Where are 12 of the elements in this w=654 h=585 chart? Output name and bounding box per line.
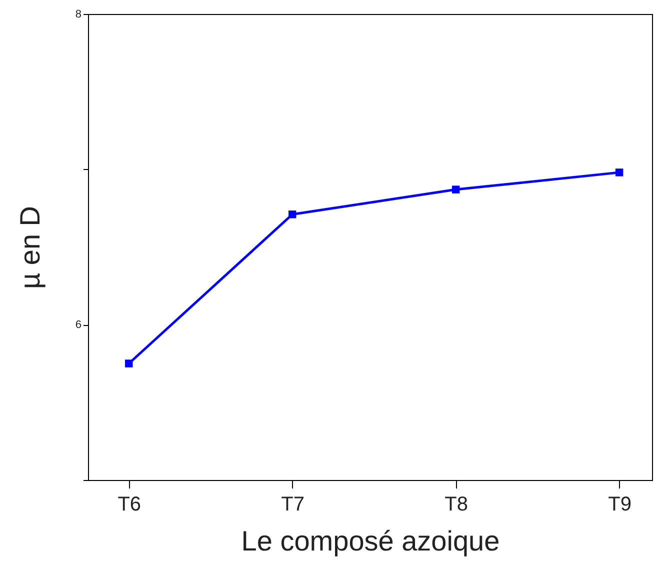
x-tick-label: T8 [444, 494, 468, 516]
x-tick-label: T9 [608, 494, 632, 516]
y-tick-label: 8 [75, 8, 82, 20]
point [452, 186, 460, 194]
x-tick-label: T7 [281, 494, 305, 516]
y-axis-title: µ en D [14, 206, 46, 290]
x-axis-title: Le composé azoique [241, 526, 500, 556]
point [615, 168, 624, 176]
x-tick-label: T6 [118, 494, 142, 516]
point [288, 210, 296, 218]
point [124, 360, 133, 368]
y-tick-label: 6 [75, 319, 82, 332]
